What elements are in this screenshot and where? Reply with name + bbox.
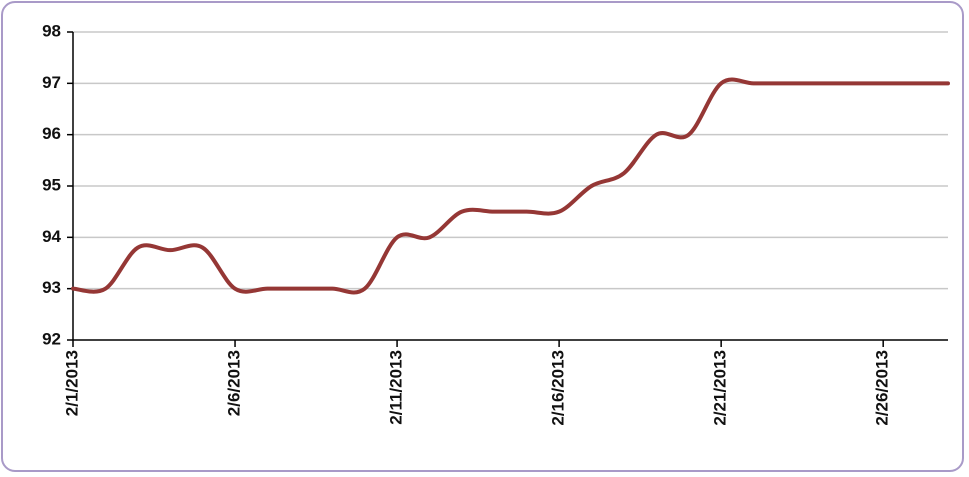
x-tick-label: 2/11/2013 [387,350,406,425]
y-tick-label: 94 [42,227,61,246]
x-tick-label: 2/6/2013 [225,350,244,416]
y-tick-label: 98 [42,21,61,40]
y-tick-label: 93 [42,278,61,297]
y-tick-label: 97 [42,73,61,92]
y-tick-label: 95 [42,175,61,194]
y-tick-label: 92 [42,329,61,348]
y-tick-label: 96 [42,124,61,143]
x-tick-label: 2/26/2013 [873,350,892,426]
x-tick-label: 2/16/2013 [549,350,568,426]
x-tick-label: 2/21/2013 [711,350,730,426]
x-tick-label: 2/1/2013 [62,350,81,416]
line-series [71,77,950,295]
